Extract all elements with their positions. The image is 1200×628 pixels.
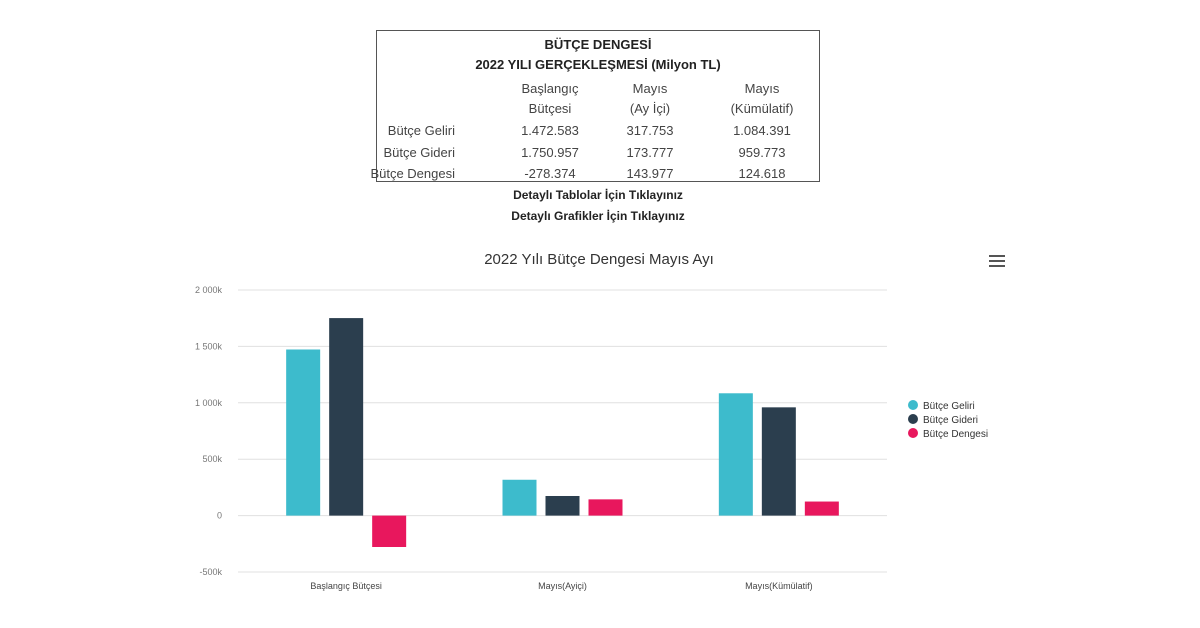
y-tick-label: 1 500k [195,341,223,351]
bar [761,407,796,516]
detailed-tables-link[interactable]: Detaylı Tablolar İçin Tıklayınız [513,188,683,202]
col-header-cumulative-line1: Mayıs [744,81,780,96]
legend-label: Bütçe Gideri [923,415,978,426]
chart-title: 2022 Yılı Bütçe Dengesi Mayıs Ayı [484,251,714,268]
bar [545,495,580,516]
bar [804,501,839,516]
col-header-month-line2: (Ay İçi) [629,101,671,116]
y-tick-label: 2 000k [195,285,223,295]
y-tick-label: 0 [217,511,222,521]
x-tick-label: Mayıs(Ayiçi) [538,581,587,591]
col-header-cumulative-line2: (Kümülatif) [730,101,794,116]
x-tick-label: Başlangıç Bütçesi [310,581,382,591]
bar [718,393,753,516]
legend-marker [908,400,918,410]
y-tick-label: 1 000k [195,398,223,408]
table-cell: -278.374 [524,166,576,181]
bar [588,499,623,516]
summary-title: BÜTÇE DENGESİ [544,37,652,52]
table-cell: 1.472.583 [521,123,579,138]
x-tick-label: Mayıs(Kümülatif) [745,581,813,591]
col-header-start-line2: Bütçesi [528,101,572,116]
table-cell: 317.753 [626,123,674,138]
table-cell: 143.977 [626,166,674,181]
detailed-charts-link[interactable]: Detaylı Grafikler İçin Tıklayınız [511,209,685,223]
row-label-expense: Bütçe Gideri [383,145,455,160]
summary-subtitle: 2022 YILI GERÇEKLEŞMESİ (Milyon TL) [475,57,721,72]
table-cell: 173.777 [626,145,674,160]
bar [329,318,364,516]
y-tick-label: 500k [202,454,222,464]
row-label-income: Bütçe Geliri [387,123,455,138]
legend-marker [908,414,918,424]
col-header-month-line1: Mayıs [632,81,668,96]
hamburger-menu-icon[interactable] [989,255,1005,269]
table-cell: 124.618 [738,166,786,181]
col-header-start-line1: Başlangıç [521,81,579,96]
legend-marker [908,428,918,438]
row-label-balance: Bütçe Dengesi [370,166,455,181]
y-tick-label: -500k [199,567,222,577]
bar [372,515,407,548]
table-cell: 1.084.391 [733,123,791,138]
bar [502,479,537,516]
legend-label: Bütçe Dengesi [923,429,988,440]
summary-table: BÜTÇE DENGESİ 2022 YILI GERÇEKLEŞMESİ (M… [370,30,820,182]
bar [286,349,321,516]
table-cell: 1.750.957 [521,145,579,160]
legend-label: Bütçe Geliri [923,401,975,412]
table-cell: 959.773 [738,145,786,160]
